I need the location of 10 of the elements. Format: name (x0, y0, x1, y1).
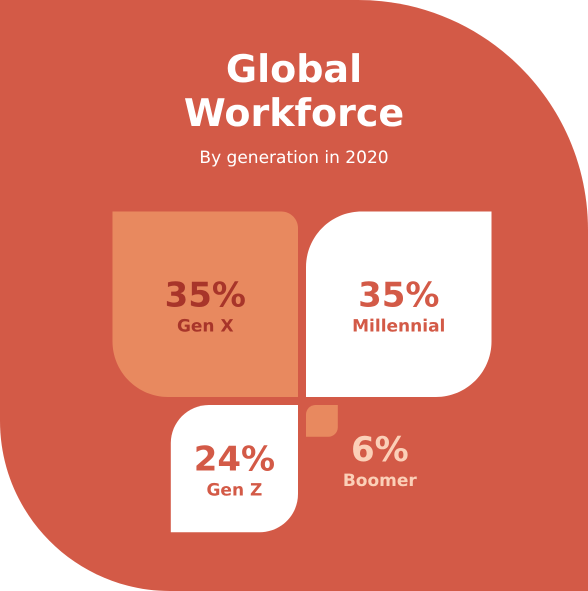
category-label: Gen X (176, 316, 234, 336)
data-label: 6% (350, 430, 409, 470)
category-label: Gen Z (206, 480, 262, 501)
data-label: 24% (194, 440, 276, 480)
category-label: Millennial (352, 316, 446, 336)
data-label: 35% (164, 275, 246, 316)
data-label: 35% (358, 275, 440, 316)
text: By generation in 2020 (199, 148, 389, 168)
category-label: Boomer (342, 470, 418, 491)
text: Global Workforce (184, 47, 404, 135)
